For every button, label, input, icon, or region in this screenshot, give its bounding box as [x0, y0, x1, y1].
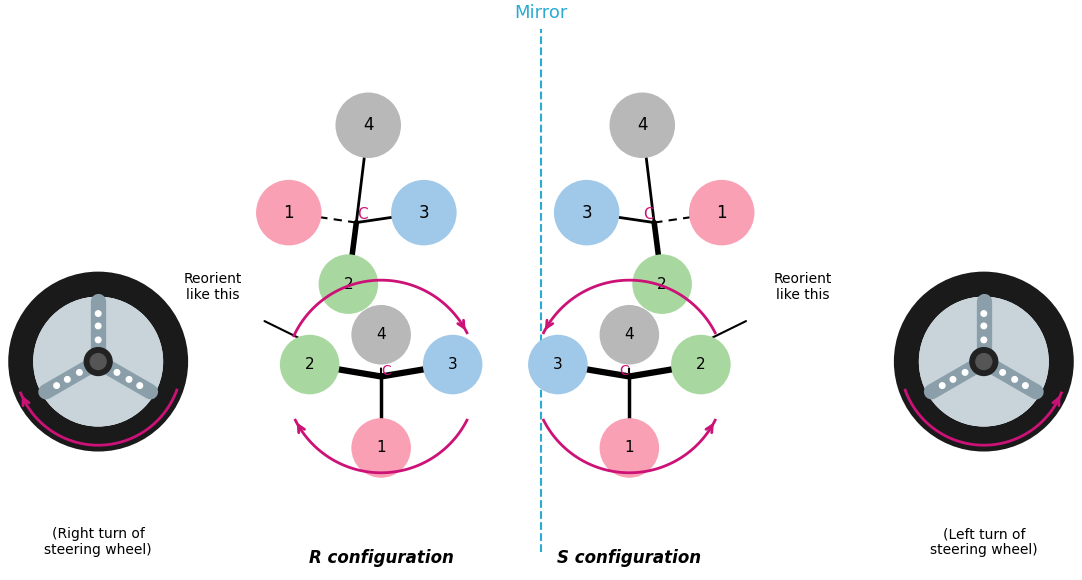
Text: 2: 2	[658, 277, 667, 292]
Text: 4: 4	[624, 327, 634, 342]
Text: C: C	[620, 364, 630, 379]
Text: 2: 2	[344, 277, 353, 292]
Circle shape	[352, 418, 411, 478]
Circle shape	[65, 376, 70, 382]
Circle shape	[599, 418, 659, 478]
Circle shape	[671, 335, 730, 394]
Circle shape	[423, 335, 483, 394]
Circle shape	[969, 347, 998, 375]
Circle shape	[115, 369, 120, 375]
Text: (Right turn of
steering wheel): (Right turn of steering wheel)	[44, 527, 151, 557]
Circle shape	[1000, 369, 1005, 375]
Circle shape	[54, 383, 60, 389]
Circle shape	[90, 354, 106, 369]
Text: 4: 4	[377, 327, 386, 342]
Text: (Left turn of
steering wheel): (Left turn of steering wheel)	[931, 527, 1038, 557]
Circle shape	[352, 305, 411, 365]
Circle shape	[127, 376, 132, 382]
Text: R configuration: R configuration	[308, 549, 453, 567]
Text: C: C	[643, 207, 654, 222]
Circle shape	[950, 376, 955, 382]
Text: 4: 4	[637, 116, 647, 134]
Circle shape	[335, 92, 401, 158]
Text: 2: 2	[696, 357, 705, 372]
Text: S configuration: S configuration	[557, 549, 701, 567]
Text: C: C	[357, 207, 368, 222]
Text: C: C	[381, 364, 391, 379]
Circle shape	[981, 311, 987, 316]
Circle shape	[939, 383, 945, 389]
Text: 1: 1	[283, 204, 294, 222]
Circle shape	[632, 255, 691, 314]
Circle shape	[895, 273, 1073, 451]
Text: Reorient
like this: Reorient like this	[183, 272, 241, 302]
Text: 4: 4	[362, 116, 373, 134]
Text: 1: 1	[716, 204, 727, 222]
Circle shape	[318, 255, 379, 314]
Circle shape	[528, 335, 588, 394]
Circle shape	[920, 298, 1048, 426]
Circle shape	[689, 180, 754, 245]
Circle shape	[1012, 376, 1017, 382]
Circle shape	[77, 369, 82, 375]
Circle shape	[137, 383, 143, 389]
Circle shape	[981, 323, 987, 329]
Text: Mirror: Mirror	[514, 4, 568, 22]
Text: 3: 3	[448, 357, 458, 372]
Text: 3: 3	[553, 357, 563, 372]
Circle shape	[95, 323, 101, 329]
Circle shape	[34, 298, 162, 426]
Text: 3: 3	[581, 204, 592, 222]
Circle shape	[981, 337, 987, 343]
Circle shape	[95, 311, 101, 316]
Circle shape	[256, 180, 321, 245]
Text: Reorient
like this: Reorient like this	[774, 272, 832, 302]
Circle shape	[609, 92, 675, 158]
Circle shape	[95, 337, 101, 343]
Text: 1: 1	[377, 440, 386, 455]
Circle shape	[599, 305, 659, 365]
Circle shape	[280, 335, 340, 394]
Circle shape	[9, 273, 187, 451]
Circle shape	[391, 180, 457, 245]
Text: 3: 3	[419, 204, 430, 222]
Text: 2: 2	[305, 357, 315, 372]
Circle shape	[976, 354, 992, 369]
Circle shape	[962, 369, 967, 375]
Circle shape	[84, 347, 113, 375]
Text: 1: 1	[624, 440, 634, 455]
Circle shape	[554, 180, 619, 245]
Circle shape	[1022, 383, 1028, 389]
